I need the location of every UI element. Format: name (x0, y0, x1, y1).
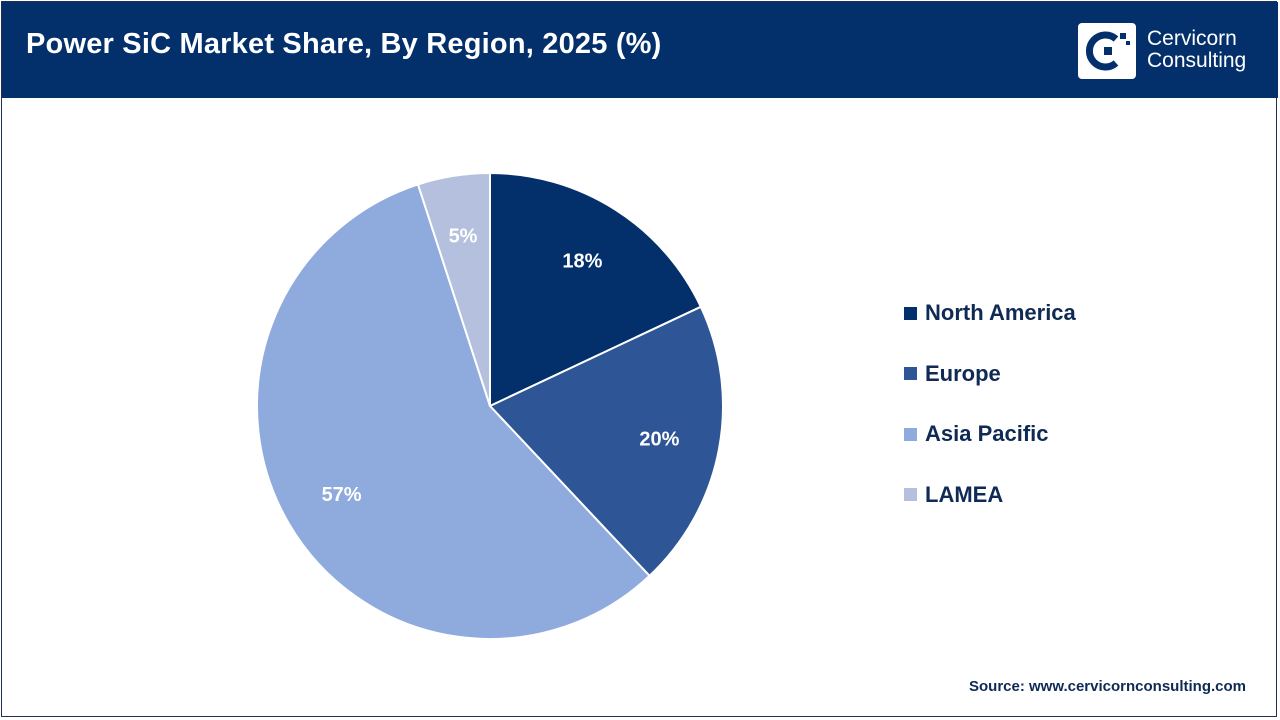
chart-legend: North America Europe Asia Pacific LAMEA (904, 298, 1076, 540)
pie-slice-north-america (489, 171, 703, 408)
legend-label: Asia Pacific (925, 421, 1049, 446)
pie-slice-asia-pacific (256, 183, 651, 640)
header-bar: Power SiC Market Share, By Region, 2025 … (2, 2, 1278, 98)
source-note: Source: www.cervicornconsulting.com (968, 678, 1246, 695)
legend-swatch (904, 306, 917, 320)
brand-line-2: Consulting (1147, 49, 1247, 72)
legend-label: North America (925, 300, 1076, 325)
brand-name: Cervicorn Consulting (1147, 28, 1246, 72)
data-label: 5% (449, 226, 478, 248)
brand-line-1: Cervicorn (1147, 27, 1237, 50)
cervicorn-logo-icon (1078, 23, 1136, 79)
legend-label: LAMEA (925, 481, 1004, 507)
data-label: 18% (562, 250, 602, 272)
chart-title: Power SiC Market Share, By Region, 2025 … (26, 28, 662, 60)
pie-chart: 18% 20% 57% 5% (256, 171, 724, 640)
pie-slice-europe (488, 305, 724, 578)
pie-slice-lamea (416, 171, 491, 407)
legend-item-north-america: North America (904, 298, 1076, 328)
data-label: 57% (322, 484, 362, 506)
legend-swatch (904, 488, 917, 501)
legend-swatch (904, 367, 917, 380)
legend-item-asia-pacific: Asia Pacific (904, 419, 1076, 449)
legend-item-lamea: LAMEA (904, 480, 1076, 510)
legend-swatch (904, 427, 917, 441)
legend-item-europe: Europe (904, 359, 1076, 389)
legend-label: Europe (925, 360, 1001, 386)
data-label: 20% (639, 428, 679, 450)
